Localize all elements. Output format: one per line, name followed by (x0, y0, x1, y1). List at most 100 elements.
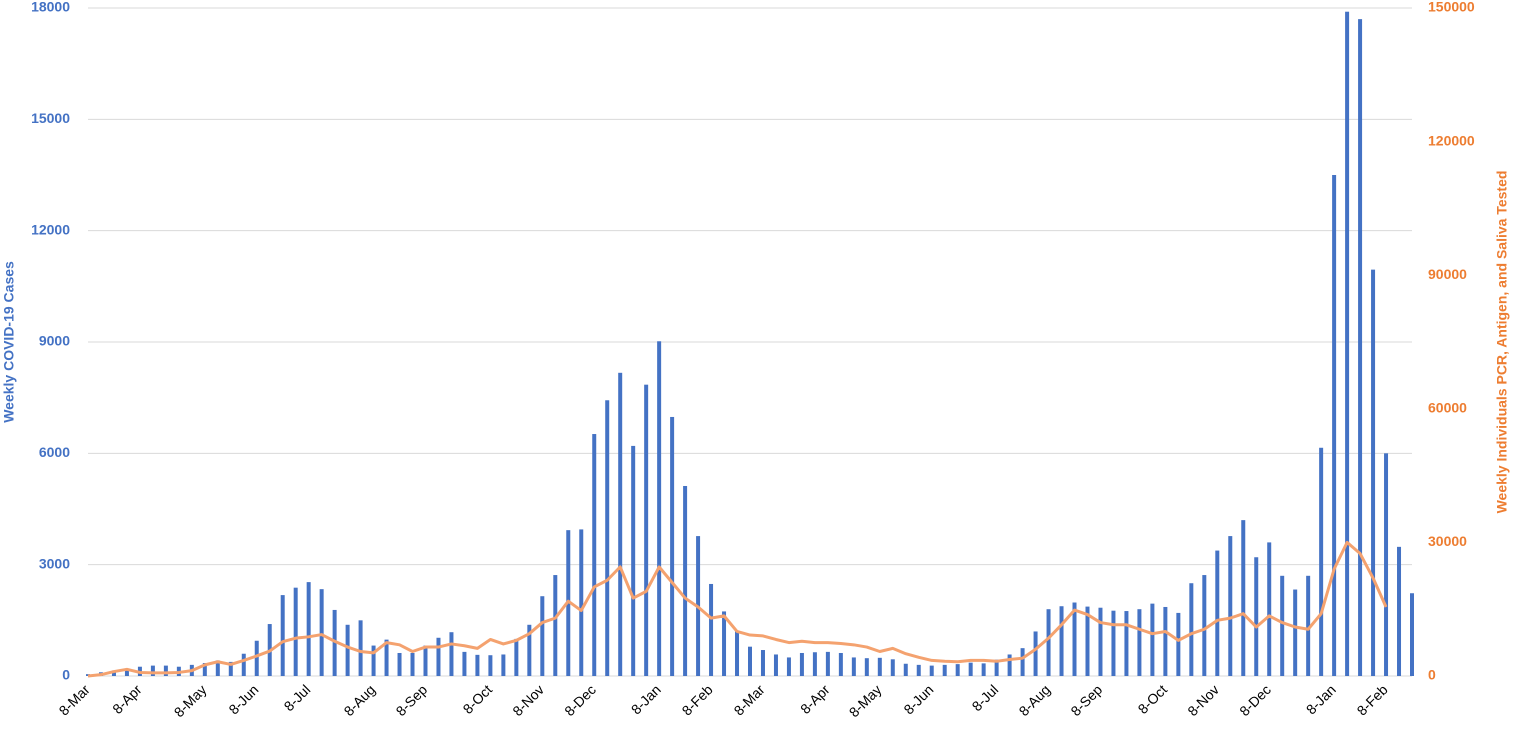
bar (1072, 602, 1077, 676)
x-tick-label: 8-Jun (225, 681, 261, 717)
bar (1176, 612, 1181, 676)
y-tick-label: 0 (62, 667, 70, 683)
bar (1293, 589, 1298, 676)
y-tick-label: 9000 (39, 333, 70, 349)
bar (1137, 609, 1142, 676)
line (87, 540, 1388, 678)
y-tick-label: 15000 (31, 110, 70, 126)
bar (163, 665, 168, 676)
bar (968, 662, 973, 676)
x-tick-label: 8-Apr (109, 681, 145, 717)
bar (488, 655, 493, 676)
x-tick-label: 8-Mar (56, 681, 93, 718)
x-tick-label: 8-Nov (1184, 681, 1222, 719)
bar (514, 638, 519, 676)
bar (631, 445, 636, 676)
y-tick-label: 18000 (31, 0, 70, 15)
bar (955, 664, 960, 676)
bar (1371, 269, 1376, 676)
bar (553, 575, 558, 676)
bar (579, 529, 584, 676)
x-tick-label: 8-Mar (731, 681, 768, 718)
bar (592, 434, 597, 676)
bar (1163, 606, 1168, 676)
y2-tick-label: 0 (1428, 667, 1436, 683)
x-tick-label: 8-Nov (509, 681, 547, 719)
bar (241, 653, 246, 676)
x-tick-label: 8-Aug (1016, 681, 1054, 719)
bar (1228, 536, 1233, 676)
bar (1241, 520, 1246, 676)
bar (1410, 593, 1414, 676)
bar (306, 582, 311, 676)
x-tick-label: 8-Aug (341, 681, 379, 719)
bar (1046, 609, 1051, 676)
bar (709, 583, 714, 676)
bar (1306, 575, 1311, 676)
x-tick-label: 8-Jan (628, 681, 664, 717)
bar (890, 659, 895, 676)
bar (1397, 546, 1402, 676)
bar (1020, 648, 1025, 676)
bar (345, 624, 350, 676)
x-tick-label: 8-May (171, 681, 210, 720)
bar (838, 652, 843, 676)
bar (111, 670, 116, 676)
bar (1384, 453, 1389, 676)
x-tick-label: 8-Sep (1067, 681, 1105, 719)
bar (812, 652, 817, 676)
x-tick-label: 8-May (846, 681, 885, 720)
bar (1150, 603, 1155, 676)
bar (1111, 610, 1116, 676)
x-tick-label: 8-Feb (679, 681, 716, 718)
x-tick-label: 8-Oct (1135, 681, 1171, 717)
bar (280, 595, 285, 676)
bar (722, 611, 727, 676)
y2-tick-label: 120000 (1428, 132, 1475, 148)
bar (942, 664, 947, 676)
x-tick-label: 8-Dec (561, 681, 599, 719)
bar (1280, 575, 1285, 676)
bar (670, 416, 675, 676)
bar (683, 485, 688, 676)
y2-tick-label: 90000 (1428, 266, 1467, 282)
bar (1189, 583, 1194, 676)
bar (1098, 607, 1103, 676)
y2-tick-label: 150000 (1428, 0, 1475, 15)
bar (1202, 575, 1207, 676)
bar (202, 663, 207, 676)
bar (410, 652, 415, 676)
y2-tick-label: 30000 (1428, 533, 1467, 549)
y2-tick-label: 60000 (1428, 400, 1467, 416)
x-tick-label: 8-Dec (1236, 681, 1274, 719)
y-tick-label: 12000 (31, 221, 70, 237)
bar (1033, 631, 1038, 676)
bar (1215, 550, 1220, 676)
bar (760, 650, 765, 676)
x-tick-label: 8-Jul (281, 681, 314, 714)
bar (1085, 606, 1090, 676)
bar (527, 624, 532, 676)
bar (150, 665, 155, 676)
x-tick-label: 8-Sep (392, 681, 430, 719)
bar (916, 664, 921, 676)
x-tick-label: 8-Jul (969, 681, 1002, 714)
y-tick-label: 3000 (39, 555, 70, 571)
x-tick-label: 8-Apr (797, 681, 833, 717)
bar (1007, 654, 1012, 676)
bar (903, 663, 908, 676)
y-tick-label: 6000 (39, 444, 70, 460)
x-tick-label: 8-Jun (900, 681, 936, 717)
bar (618, 372, 623, 676)
y2-axis-title: Weekly Individuals PCR, Antigen, and Sal… (1494, 171, 1510, 514)
bar (605, 400, 610, 676)
bar (436, 637, 441, 676)
bar (864, 658, 869, 676)
bar (254, 640, 259, 676)
bar (293, 587, 298, 676)
bar (423, 645, 428, 676)
bar (748, 646, 752, 676)
bar (994, 659, 999, 676)
bar (877, 657, 882, 676)
